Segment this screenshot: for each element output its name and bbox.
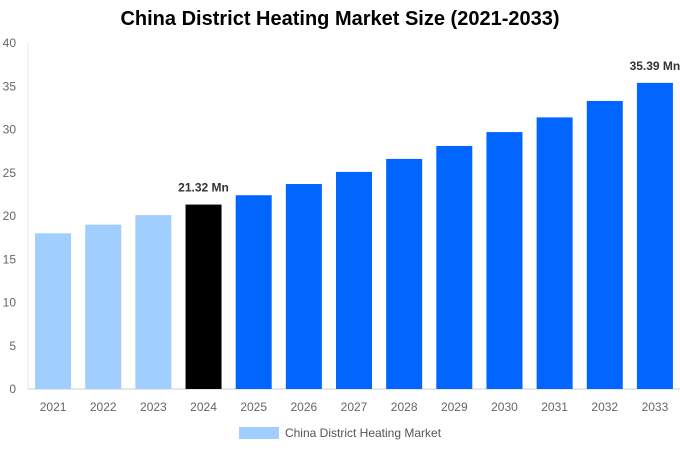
x-tick-label: 2033 [642,400,669,414]
y-tick-label: 10 [3,296,17,310]
bar-2033 [636,82,673,390]
x-tick-label: 2028 [391,400,418,414]
legend-swatch [238,427,279,439]
data-label-2033: 35.39 Mn [630,59,680,73]
x-tick-label: 2032 [591,400,618,414]
bar-2028 [386,158,423,389]
bar-2032 [586,100,623,389]
x-tick-label: 2024 [190,400,217,414]
x-tick-label: 2022 [90,400,117,414]
bar-2031 [536,117,573,389]
y-tick-label: 0 [9,382,16,396]
x-tick-label: 2031 [541,400,568,414]
bar-2021 [35,233,72,389]
bar-2029 [436,145,473,389]
bar-2023 [135,215,172,389]
bar-2027 [336,171,372,389]
bar-2024 [185,204,222,389]
x-tick-label: 2023 [140,400,167,414]
x-tick-label: 2021 [40,400,67,414]
x-tick-label: 2029 [441,400,468,414]
bar-2030 [486,132,523,389]
y-tick-label: 40 [3,36,17,50]
x-tick-label: 2026 [290,400,317,414]
bar-2025 [235,195,272,389]
bar-2022 [85,224,122,389]
x-tick-label: 2025 [240,400,267,414]
bar-2026 [285,183,322,389]
y-tick-label: 15 [3,252,17,266]
data-label-2024: 21.32 Mn [178,181,229,195]
chart-title: China District Heating Market Size (2021… [120,8,560,30]
x-tick-label: 2030 [491,400,518,414]
y-tick-label: 30 [3,123,17,137]
legend-label: China District Heating Market [284,426,442,440]
x-tick-label: 2027 [341,400,368,414]
legend: China District Heating Market [0,426,680,440]
y-tick-label: 35 [3,79,17,93]
y-tick-label: 25 [3,166,17,180]
y-tick-label: 20 [3,209,17,223]
y-tick-label: 5 [9,339,16,353]
